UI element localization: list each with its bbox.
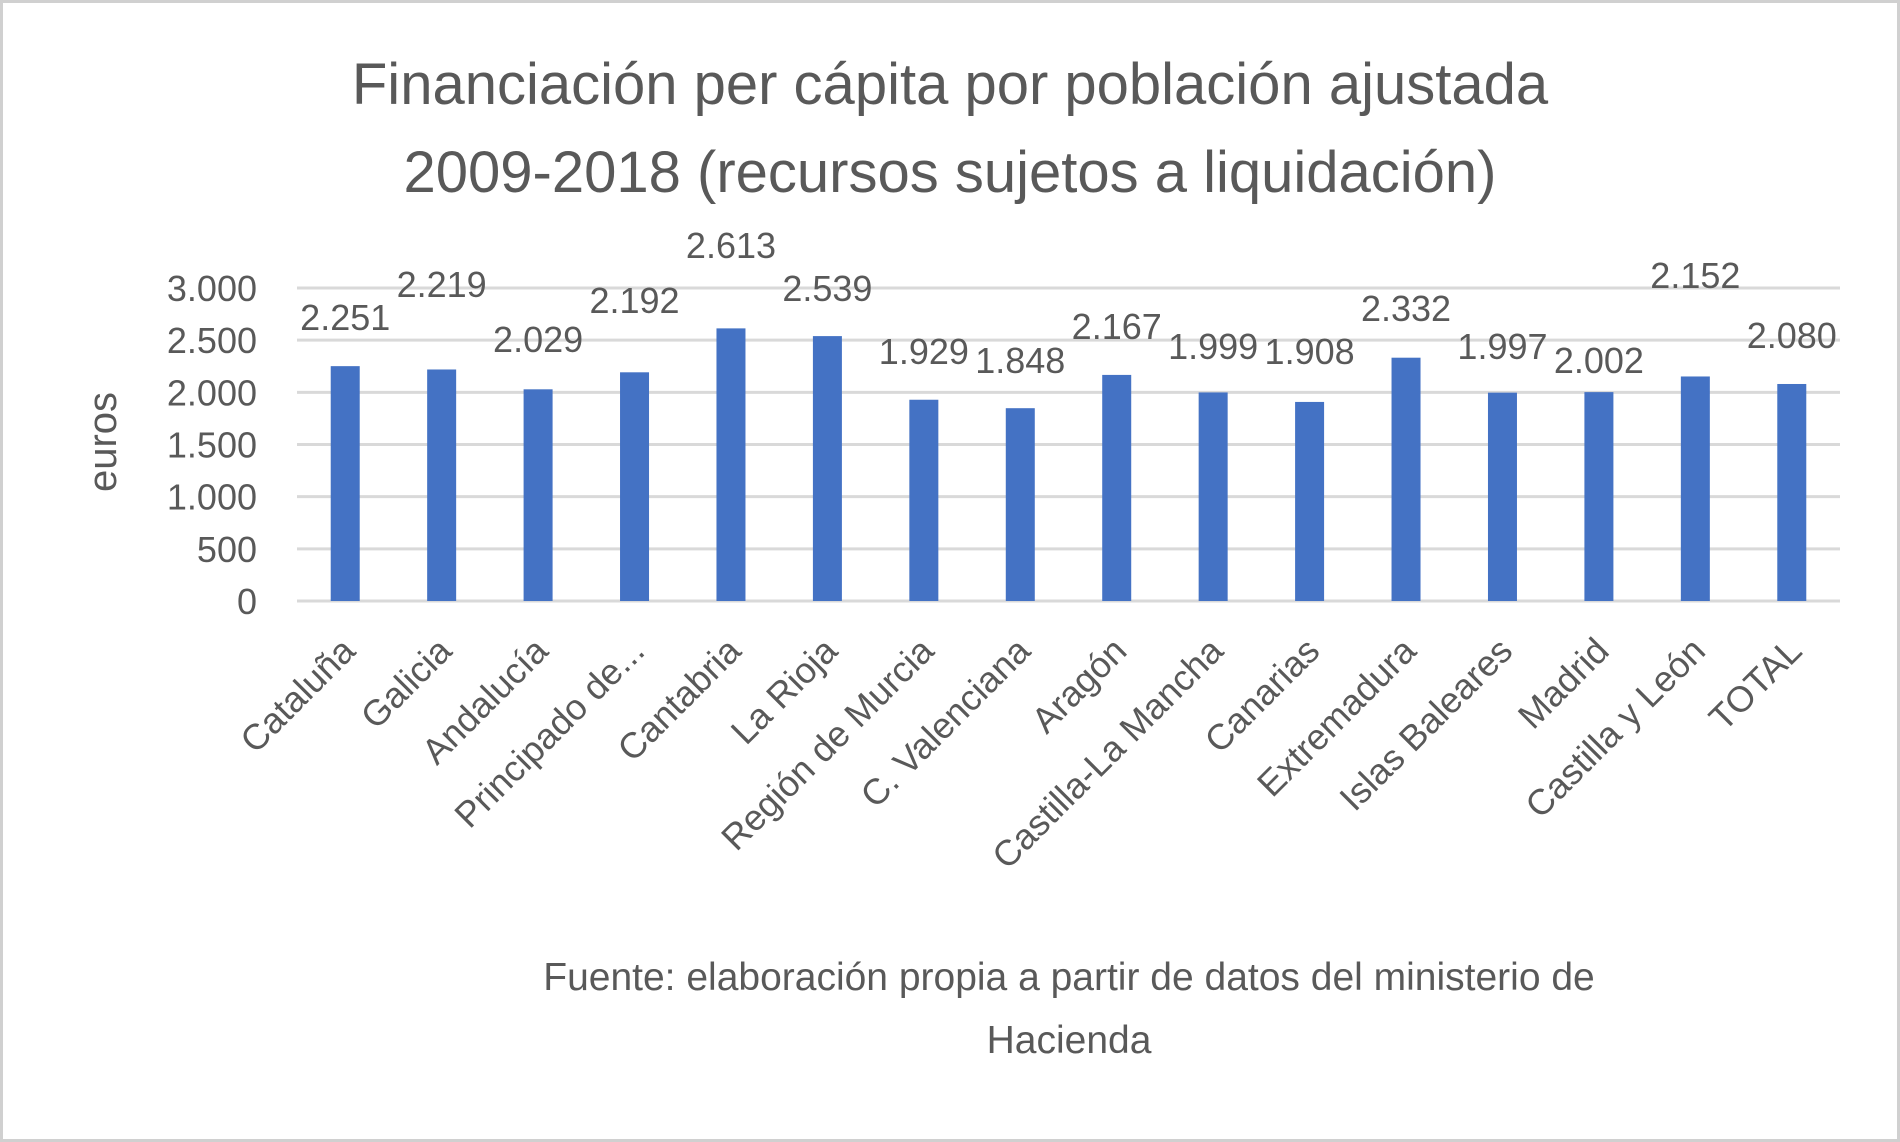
data-label: 2.613: [686, 225, 776, 266]
bar-12: [1487, 392, 1517, 601]
data-label: 1.929: [879, 331, 969, 372]
bar-4: [716, 328, 746, 601]
y-tick-label: 1.500: [167, 425, 257, 466]
bar-9: [1198, 392, 1228, 601]
data-label: 2.029: [493, 319, 583, 360]
y-axis-label: euros: [81, 392, 125, 492]
bar-2: [523, 389, 553, 601]
bar-15: [1777, 383, 1807, 601]
data-label: 2.251: [300, 297, 390, 338]
data-label: 1.848: [975, 340, 1065, 381]
bar-14: [1680, 376, 1710, 601]
data-label: 2.539: [782, 268, 872, 309]
x-tick-label: Islas Baleares: [1331, 630, 1520, 819]
x-tick-label: TOTAL: [1701, 630, 1810, 739]
x-tick-label: Cataluña: [232, 629, 364, 761]
bar-7: [1005, 408, 1035, 601]
x-tick-label: C. Valenciana: [852, 629, 1038, 815]
data-label: 2.167: [1072, 306, 1162, 347]
bar-3: [620, 372, 650, 601]
bar-8: [1102, 374, 1132, 601]
y-tick-label: 0: [237, 581, 257, 622]
y-tick-label: 1.000: [167, 477, 257, 518]
data-label: 1.999: [1168, 326, 1258, 367]
bar-6: [909, 399, 939, 601]
chart-title-line-1: Financiación per cápita por población aj…: [352, 52, 1549, 117]
chart-title-line-2: 2009-2018 (recursos sujetos a liquidació…: [404, 140, 1497, 205]
bar-5: [812, 336, 842, 601]
data-label: 1.908: [1265, 331, 1355, 372]
data-label: 2.192: [589, 280, 679, 321]
source-line-2: Hacienda: [987, 1019, 1152, 1062]
data-label: 2.219: [397, 264, 487, 305]
data-label: 2.332: [1361, 288, 1451, 329]
data-label: 2.002: [1554, 340, 1644, 381]
bar-11: [1391, 357, 1421, 601]
data-label: 2.152: [1650, 255, 1740, 296]
data-label: 1.997: [1457, 326, 1547, 367]
source-line-1: Fuente: elaboración propia a partir de d…: [543, 956, 1594, 999]
bar-1: [427, 369, 457, 601]
y-tick-label: 2.500: [167, 320, 257, 361]
y-tick-label: 3.000: [167, 268, 257, 309]
y-tick-label: 2.000: [167, 372, 257, 413]
data-label: 2.080: [1747, 315, 1837, 356]
bar-10: [1295, 401, 1325, 601]
bar-13: [1584, 392, 1614, 601]
bar-0: [330, 366, 360, 601]
y-tick-label: 500: [197, 529, 257, 570]
